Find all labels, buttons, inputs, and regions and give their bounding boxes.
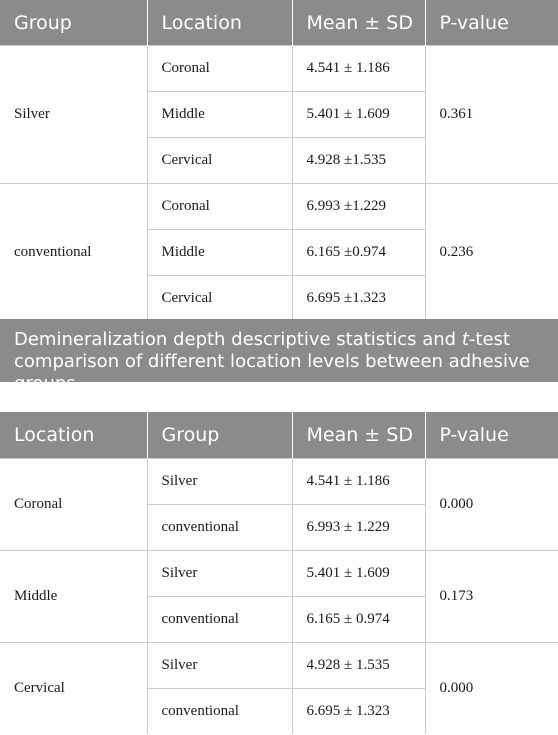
group-cell: conventional: [147, 595, 293, 643]
p-value-cell: 0.173: [424, 549, 558, 643]
table-header-row: Location Group Mean ± SD P-value: [0, 412, 558, 458]
group-cell: conventional: [147, 503, 293, 551]
p-value-cell: 0.000: [424, 457, 558, 551]
table-row: Middle 6.165 ±0.974: [0, 229, 558, 276]
table-row: Coronal Silver 4.541 ± 1.186 0.000: [0, 457, 558, 551]
group-cell: Silver: [146, 641, 293, 689]
group-cell: conventional: [0, 183, 148, 322]
mean-sd-cell: 4.541 ± 1.186: [291, 457, 426, 505]
location-cell: Middle: [147, 229, 293, 276]
table-row: conventional Coronal 6.993 ±1.229 0.236: [0, 183, 558, 322]
mean-sd-cell: 4.928 ± 1.535: [291, 641, 426, 689]
mean-sd-cell: 5.401 ± 1.609: [291, 91, 425, 138]
location-cell: Coronal: [146, 45, 293, 92]
p-value-cell: 0.000: [424, 641, 558, 734]
mean-sd-cell: 6.695 ±1.323: [291, 275, 425, 321]
location-cell: Coronal: [0, 457, 148, 551]
caption-text-start: Demineralization depth descriptive stati…: [14, 329, 462, 350]
group-cell: Silver: [146, 549, 293, 597]
mean-sd-cell: 6.165 ±0.974: [291, 229, 425, 276]
table-row: Middle Silver 5.401 ± 1.609 0.173: [0, 549, 558, 643]
header-mean-sd: Mean ± SD: [292, 0, 426, 46]
header-location: Location: [147, 0, 293, 46]
header-p-value: P-value: [425, 412, 558, 458]
group-cell: conventional: [147, 687, 293, 734]
caption-text-end: -test comparison of different location l…: [14, 329, 530, 394]
location-comparison-table: Group Location Mean ± SD P-value Silver …: [0, 0, 558, 322]
mean-sd-cell: 6.695 ± 1.323: [291, 687, 425, 734]
table-row: Cervical Silver 4.928 ± 1.535 0.000: [0, 641, 558, 734]
location-cell: Coronal: [146, 183, 293, 230]
table-row: conventional 6.695 ± 1.323: [0, 687, 558, 734]
table-row: Middle 5.401 ± 1.609: [0, 91, 558, 138]
table-row: Cervical 4.928 ±1.535: [0, 137, 558, 184]
location-cell: Cervical: [0, 641, 148, 734]
mean-sd-cell: 6.165 ± 0.974: [291, 595, 425, 643]
header-location: Location: [0, 412, 148, 458]
caption-italic-t: t: [461, 329, 469, 350]
table-caption: Demineralization depth descriptive stati…: [0, 319, 558, 394]
mean-sd-cell: 6.993 ±1.229: [291, 183, 426, 230]
mean-sd-cell: 5.401 ± 1.609: [291, 549, 426, 597]
table-row: conventional 6.993 ± 1.229: [0, 503, 558, 551]
location-cell: Cervical: [147, 275, 293, 321]
table-row: Cervical 6.695 ±1.323: [0, 275, 558, 321]
location-cell: Middle: [147, 91, 293, 138]
group-cell: Silver: [146, 457, 293, 505]
header-group: Group: [147, 412, 293, 458]
header-mean-sd: Mean ± SD: [292, 412, 426, 458]
table-row: Silver Coronal 4.541 ± 1.186 0.361: [0, 45, 558, 184]
group-cell: Silver: [0, 45, 148, 184]
mean-sd-cell: 4.928 ±1.535: [291, 137, 425, 184]
location-cell: Cervical: [147, 137, 293, 184]
adhesive-group-comparison-table: Location Group Mean ± SD P-value Coronal…: [0, 412, 558, 734]
table-header-row: Group Location Mean ± SD P-value: [0, 0, 558, 46]
location-cell: Middle: [0, 549, 148, 643]
p-value-cell: 0.361: [424, 45, 558, 184]
header-group: Group: [0, 0, 148, 46]
p-value-cell: 0.236: [424, 183, 558, 322]
header-p-value: P-value: [425, 0, 558, 46]
mean-sd-cell: 4.541 ± 1.186: [291, 45, 426, 92]
mean-sd-cell: 6.993 ± 1.229: [291, 503, 425, 551]
